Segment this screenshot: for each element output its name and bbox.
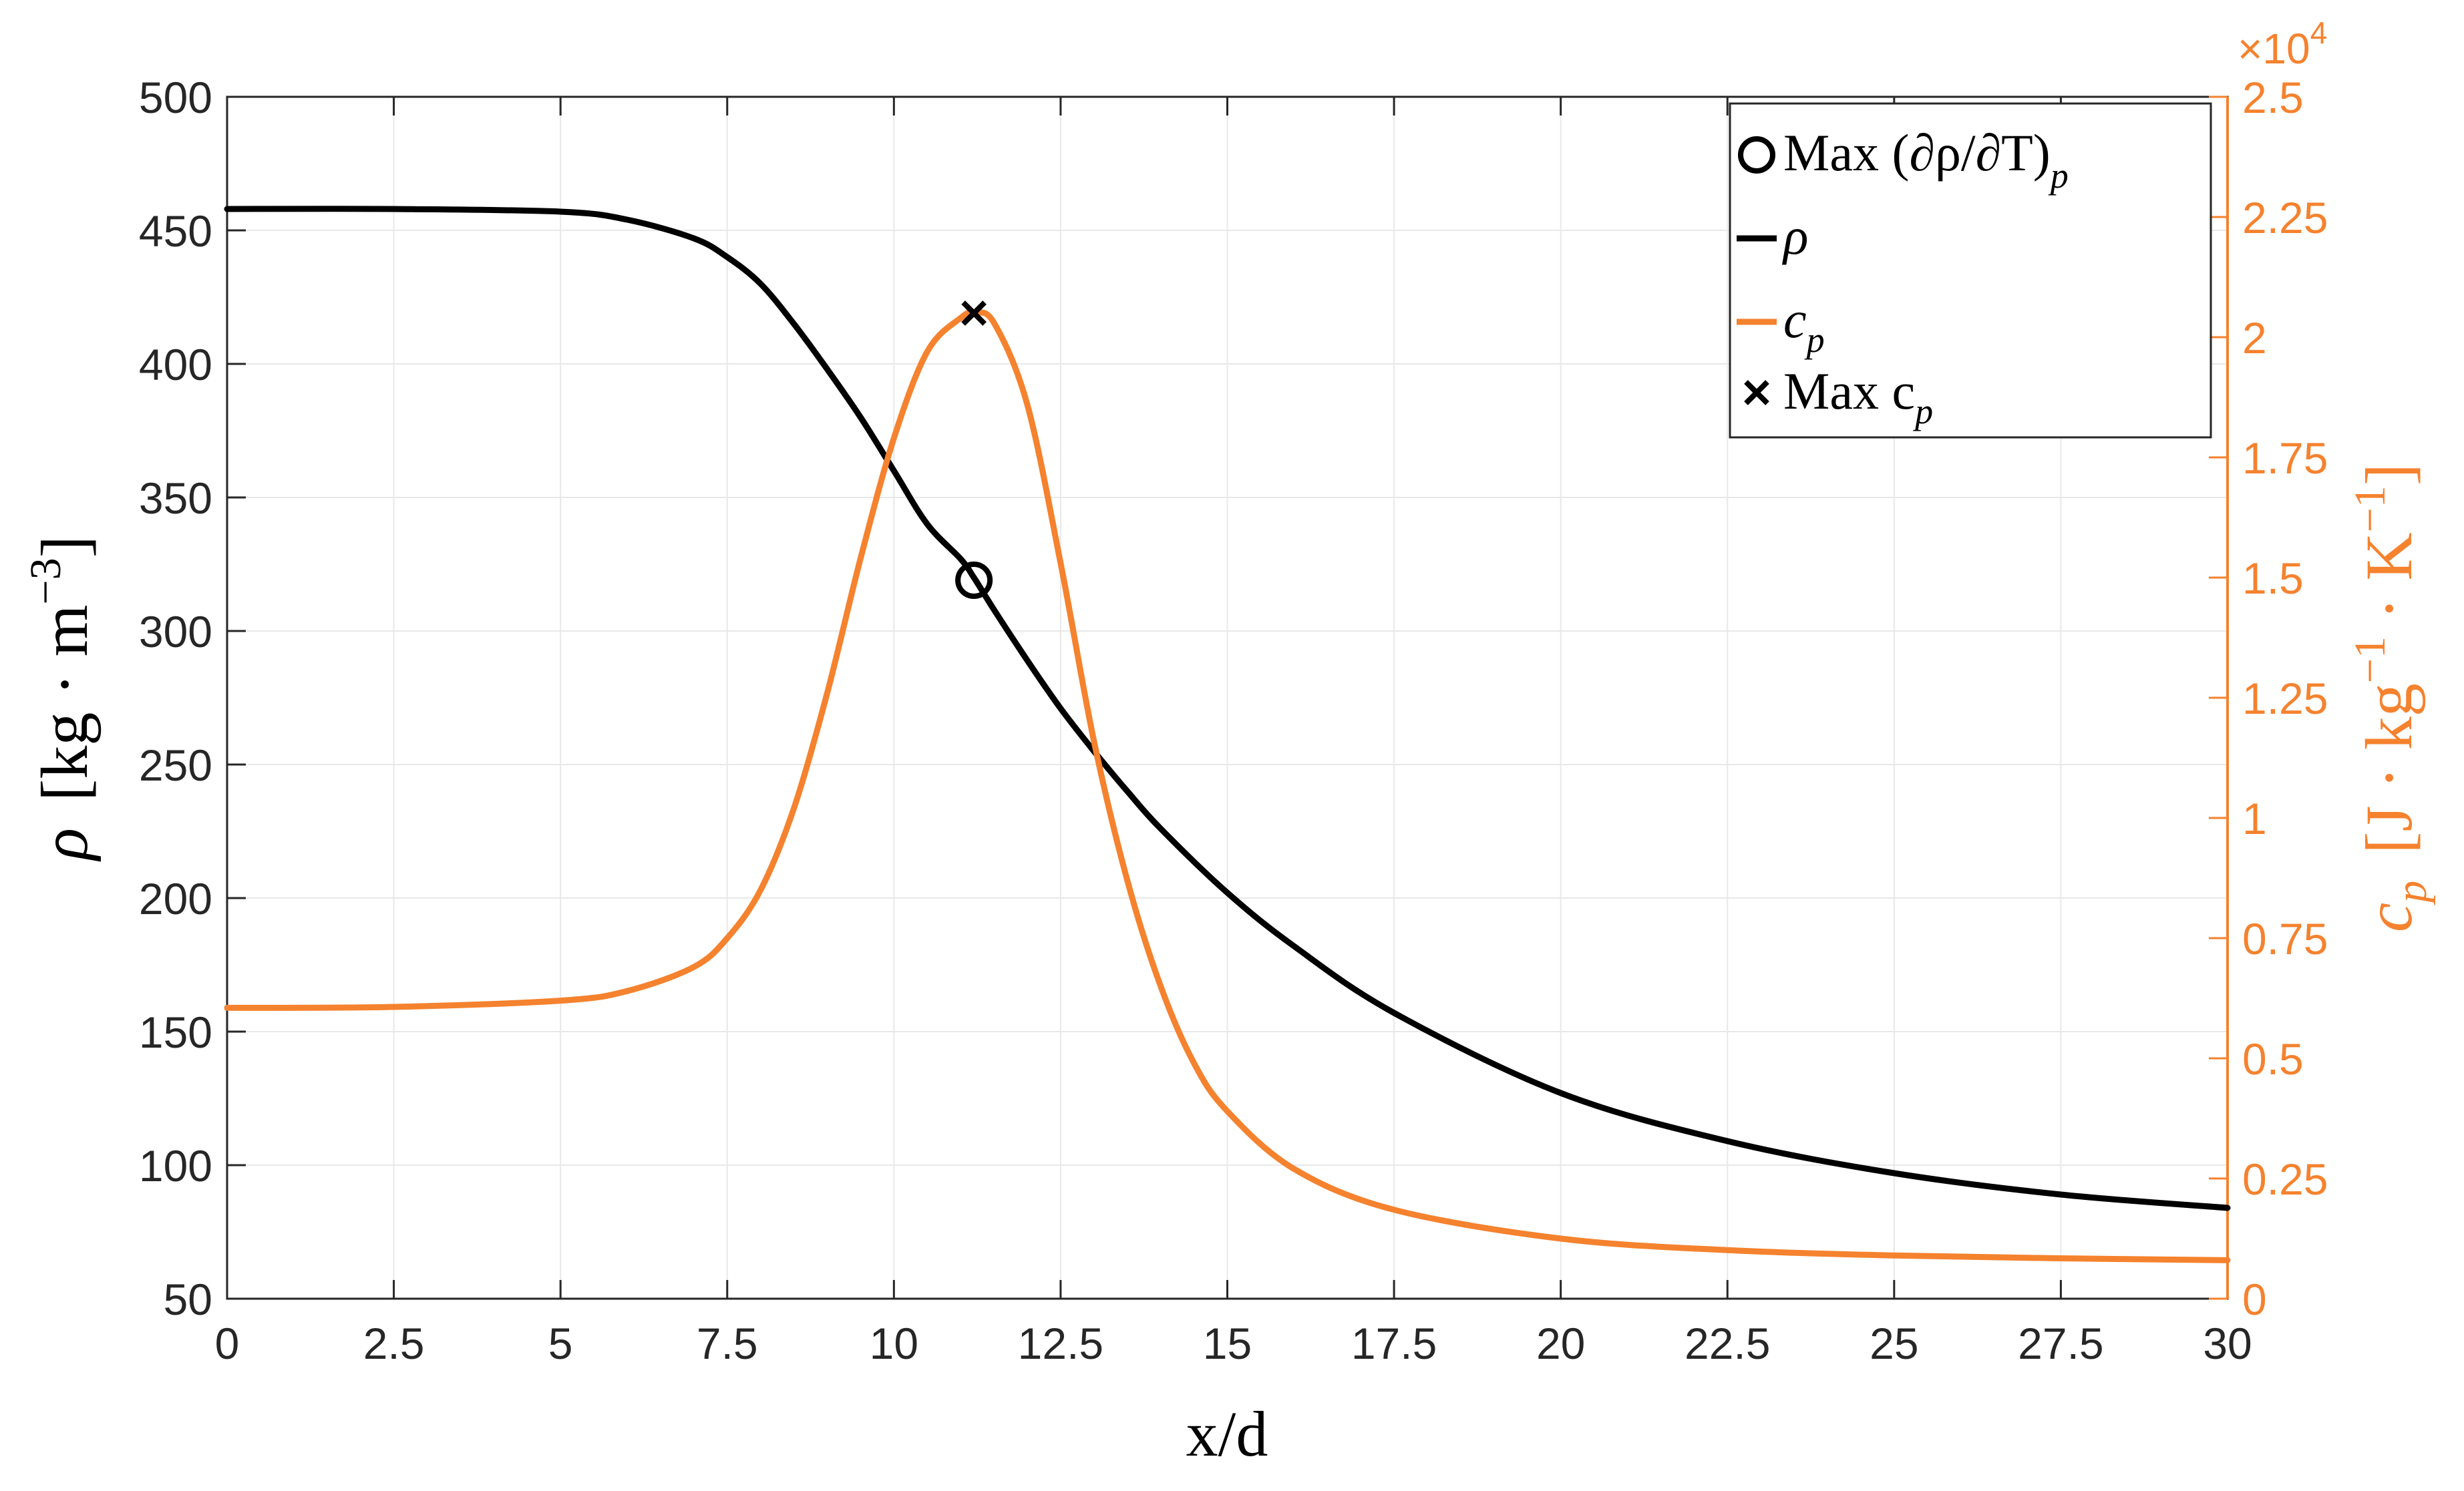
right-axis-symbol-sub: p <box>2387 881 2436 905</box>
x-axis-label: x/d <box>1186 1398 1268 1470</box>
right-axis-symbol: c <box>2352 903 2426 932</box>
right-tick-label: 2.5 <box>2242 73 2304 122</box>
left-tick-label: 400 <box>139 340 212 389</box>
legend-label-max-drho-dt-text: Max (∂ρ/∂T) <box>1783 124 2051 182</box>
x-tick-label: 20 <box>1536 1319 1585 1368</box>
x-tick-label: 30 <box>2203 1319 2252 1368</box>
x-tick-label: 7.5 <box>697 1319 758 1368</box>
grid <box>226 96 2228 1299</box>
right-axis-multiplier: ×104 <box>2238 15 2327 73</box>
left-axis-label: ρ [kg · m−3] <box>21 536 102 862</box>
left-tick-label: 50 <box>164 1275 212 1324</box>
legend-label-max-cp: Max cp <box>1783 362 1933 431</box>
legend-label-cp-sub: p <box>1804 320 1825 360</box>
right-tick-label: 0.25 <box>2242 1154 2328 1204</box>
left-tick-label: 200 <box>139 874 212 923</box>
x-tick-label: 25 <box>1870 1319 1918 1368</box>
left-tick-label: 250 <box>139 740 212 790</box>
markers-group <box>955 300 993 599</box>
legend-label-max-cp-text: Max c <box>1783 362 1915 420</box>
right-tick-label: 2 <box>2242 313 2267 363</box>
left-tick-label: 450 <box>139 206 212 256</box>
right-tick-label: 0.5 <box>2242 1034 2304 1084</box>
right-axis-unit-exp2: −1 <box>2346 485 2395 532</box>
left-axis-symbol: ρ <box>27 828 102 862</box>
legend-label-max-drho-dt: Max (∂ρ/∂T)p <box>1783 124 2069 196</box>
legend-label-cp-text: c <box>1783 290 1807 349</box>
left-axis-unit: [kg · m <box>27 605 102 801</box>
right-tick-label: 1.5 <box>2242 554 2304 603</box>
series-cp-line <box>224 309 2231 1263</box>
left-axis-ticks: 50 100 150 200 250 300 350 400 450 500 <box>139 73 246 1324</box>
legend-label-cp: cp <box>1783 290 1825 360</box>
x-tick-label: 17.5 <box>1351 1319 1437 1368</box>
legend: Max (∂ρ/∂T)p ρ cp Max cp <box>1729 102 2212 439</box>
max-cp-marker-stroke <box>961 300 987 326</box>
legend-cross-marker-icon <box>1744 380 1769 405</box>
left-tick-label: 500 <box>139 73 212 122</box>
right-axis-label: cp[J · kg−1 · K−1] <box>2346 463 2436 932</box>
legend-circle-marker-icon <box>1738 136 1775 174</box>
legend-label-max-cp-sub: p <box>1912 391 1933 431</box>
right-axis-close: ] <box>2352 463 2426 485</box>
x-tick-label: 12.5 <box>1018 1319 1103 1368</box>
multiplier-base: ×10 <box>2238 25 2310 73</box>
multiplier-exponent: 4 <box>2310 15 2328 50</box>
left-axis-close: ] <box>27 536 102 558</box>
right-tick-label: 0 <box>2242 1275 2267 1324</box>
max-drho-dt-marker <box>955 562 993 599</box>
x-tick-label: 15 <box>1203 1319 1252 1368</box>
x-tick-label: 10 <box>870 1319 918 1368</box>
series-group <box>224 206 2231 1263</box>
right-axis-unit-exp1: −1 <box>2346 636 2395 683</box>
right-tick-label: 1.75 <box>2242 433 2328 483</box>
x-tick-label: 2.5 <box>363 1319 425 1368</box>
legend-item-cp: cp <box>1737 290 1825 360</box>
x-tick-label: 5 <box>548 1319 573 1368</box>
left-tick-label: 350 <box>139 473 212 523</box>
legend-label-rho: ρ <box>1782 207 1808 265</box>
left-axis-unit-exp: −3 <box>21 558 70 604</box>
left-tick-label: 150 <box>139 1008 212 1057</box>
right-tick-label: 0.75 <box>2242 914 2328 964</box>
legend-item-max-drho-dt: Max (∂ρ/∂T)p <box>1738 124 2069 196</box>
legend-label-max-drho-dt-sub: p <box>2048 156 2069 196</box>
max-cp-marker <box>961 300 987 326</box>
right-axis-unit-mid: · K <box>2352 532 2426 636</box>
right-axis-unit: [J · kg <box>2352 683 2426 854</box>
x-tick-label: 22.5 <box>1685 1319 1770 1368</box>
right-tick-label: 1.25 <box>2242 674 2328 723</box>
left-tick-label: 100 <box>139 1141 212 1191</box>
left-tick-label: 300 <box>139 607 212 656</box>
legend-item-rho: ρ <box>1737 207 1808 265</box>
x-tick-label: 27.5 <box>2018 1319 2103 1368</box>
legend-item-max-cp: Max cp <box>1744 362 1933 431</box>
right-tick-label: 1 <box>2242 794 2267 843</box>
series-rho-line <box>224 206 2231 1211</box>
legend-box <box>1729 102 2212 439</box>
x-tick-label: 0 <box>215 1319 240 1368</box>
right-tick-label: 2.25 <box>2242 193 2328 242</box>
right-axis-ticks: 0 0.25 0.5 0.75 1 1.25 1.5 1.75 2 2.25 2.5 <box>2209 73 2328 1324</box>
x-axis-ticks: 0 2.5 5 7.5 10 12.5 15 17.5 20 22.5 25 27.5 30 <box>215 97 2252 1368</box>
